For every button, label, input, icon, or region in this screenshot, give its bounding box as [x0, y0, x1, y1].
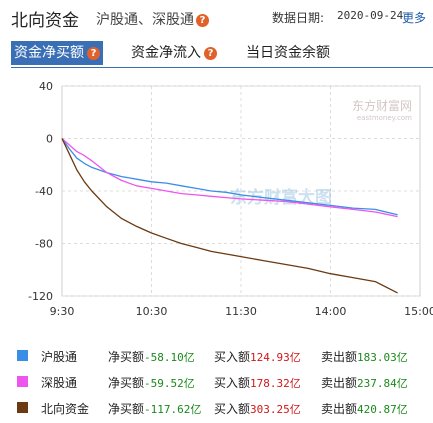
legend-row-north: 北向资金 净买额-117.62亿 买入额303.25亿 卖出额420.87亿 [0, 398, 433, 418]
sell-value: 183.03亿 [357, 351, 408, 364]
legend-name: 北向资金 [41, 402, 90, 416]
date-label: 数据日期: [272, 11, 325, 25]
x-tick-label: 9:30 [50, 305, 75, 318]
y-tick-label: -120 [28, 290, 53, 303]
legend-buy: 买入额178.32亿 [214, 374, 301, 391]
buy-label: 买入额 [214, 350, 251, 364]
buy-label: 买入额 [214, 376, 251, 390]
help-icon[interactable]: ? [196, 14, 209, 27]
y-tick-label: -80 [35, 238, 53, 251]
legend-swatch-hu [17, 350, 28, 361]
x-tick-label: 11:30 [225, 305, 257, 318]
sell-value: 420.87亿 [357, 403, 408, 416]
y-tick-label: 40 [39, 80, 53, 93]
buy-value: 124.93亿 [250, 351, 301, 364]
legend-swatch-north [17, 402, 28, 413]
tab-label: 当日资金余额 [246, 45, 330, 61]
watermark-domain: eastmoney.com [357, 114, 412, 122]
legend-name: 深股通 [41, 376, 78, 390]
y-tick-label: 0 [46, 133, 53, 146]
legend-sell: 卖出额183.03亿 [321, 348, 408, 365]
tab-label: 资金净流入 [131, 45, 201, 61]
net-value: -117.62亿 [144, 403, 202, 416]
sell-value: 237.84亿 [357, 377, 408, 390]
subtitle-text: 沪股通、深股通 [96, 12, 194, 28]
x-tick-label: 10:30 [136, 305, 168, 318]
tab-net-inflow[interactable]: 资金净流入? [128, 41, 220, 65]
legend-name: 沪股通 [41, 350, 78, 364]
watermark-brand: 东方财富网 [352, 98, 412, 113]
legend-net: 净买额-58.10亿 [108, 348, 195, 365]
legend-row-hu: 沪股通 净买额-58.10亿 买入额124.93亿 卖出额183.03亿 [0, 346, 433, 366]
net-value: -59.52亿 [144, 377, 195, 390]
net-label: 净买额 [108, 376, 145, 390]
northbound-flow-chart: 40 0 -40 -80 -120 9:30 10:30 11:30 14:00 15:00 东方财… [28, 80, 433, 318]
buy-value: 303.25亿 [250, 403, 301, 416]
tab-label: 资金净买额 [14, 45, 84, 61]
x-tick-label: 14:00 [315, 305, 347, 318]
series-line-north [61, 138, 398, 294]
tab-bar: 资金净买额? 资金净流入? 当日资金余额 [0, 41, 433, 67]
date-value: 2020-09-24 [337, 9, 404, 22]
legend-swatch-shen [17, 376, 28, 387]
legend-buy: 买入额124.93亿 [214, 348, 301, 365]
y-tick-label: -40 [35, 185, 53, 198]
sell-label: 卖出额 [321, 402, 358, 416]
buy-value: 178.32亿 [250, 377, 301, 390]
legend-net: 净买额-117.62亿 [108, 400, 201, 417]
series-line-shen [61, 138, 398, 218]
help-icon[interactable]: ? [87, 47, 100, 60]
net-value: -58.10亿 [144, 351, 195, 364]
page-subtitle: 沪股通、深股通? [96, 9, 209, 29]
legend-sell: 卖出额420.87亿 [321, 400, 408, 417]
series-line-hu [61, 138, 398, 216]
x-tick-label: 15:00 [404, 305, 433, 318]
legend-row-shen: 深股通 净买额-59.52亿 买入额178.32亿 卖出额237.84亿 [0, 372, 433, 392]
sell-label: 卖出额 [321, 376, 358, 390]
sell-label: 卖出额 [321, 350, 358, 364]
tab-net-buy[interactable]: 资金净买额? [11, 41, 103, 65]
buy-label: 买入额 [214, 402, 251, 416]
tabs-underline [11, 67, 433, 68]
net-label: 净买额 [108, 402, 145, 416]
legend-sell: 卖出额237.84亿 [321, 374, 408, 391]
help-icon[interactable]: ? [204, 47, 217, 60]
header: 北向资金 沪股通、深股通? 数据日期: 2020-09-24 更多 [0, 0, 433, 34]
legend-net: 净买额-59.52亿 [108, 374, 195, 391]
tab-daily-balance[interactable]: 当日资金余额 [243, 41, 333, 65]
net-label: 净买额 [108, 350, 145, 364]
page-title: 北向资金 [11, 11, 79, 31]
legend-buy: 买入额303.25亿 [214, 400, 301, 417]
more-link[interactable]: 更多 [402, 11, 427, 25]
